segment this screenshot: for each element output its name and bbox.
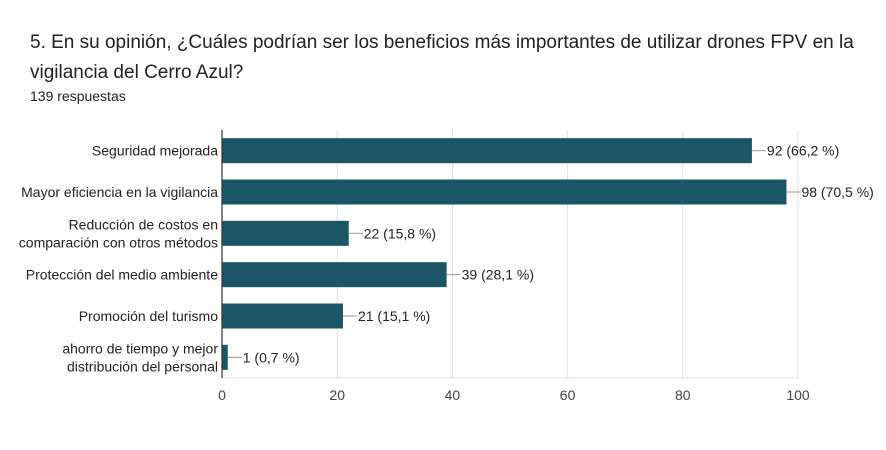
bar — [222, 262, 447, 288]
category-label: Promoción del turismo — [79, 308, 218, 324]
data-label: 92 (66,2 %) — [767, 143, 839, 159]
bar — [222, 138, 752, 164]
x-tick-label: 60 — [560, 387, 576, 403]
response-count: 139 respuestas — [30, 88, 126, 104]
bar — [222, 303, 343, 329]
bar — [222, 179, 787, 205]
x-tick-label: 0 — [218, 387, 226, 403]
category-label: Reducción de costos en comparación con ot… — [19, 216, 218, 250]
question-title: 5. En su opinión, ¿Cuáles podrían ser lo… — [30, 32, 854, 83]
data-label: 21 (15,1 %) — [358, 308, 430, 324]
bar — [222, 344, 228, 370]
category-label: Protección del medio ambiente — [26, 267, 218, 283]
category-label: Mayor eficiencia en la vigilancia — [21, 184, 218, 200]
data-label: 1 (0,7 %) — [243, 349, 300, 365]
x-tick-label: 20 — [329, 387, 345, 403]
data-label: 98 (70,5 %) — [801, 184, 873, 200]
x-tick-label: 100 — [786, 387, 810, 403]
category-label: Seguridad mejorada — [92, 143, 218, 159]
data-label: 22 (15,8 %) — [364, 225, 436, 241]
x-tick-label: 80 — [675, 387, 691, 403]
data-label: 39 (28,1 %) — [462, 267, 534, 283]
bar — [222, 220, 349, 246]
category-label: ahorro de tiempo y mejor distribución del… — [62, 340, 218, 374]
x-tick-label: 40 — [445, 387, 461, 403]
